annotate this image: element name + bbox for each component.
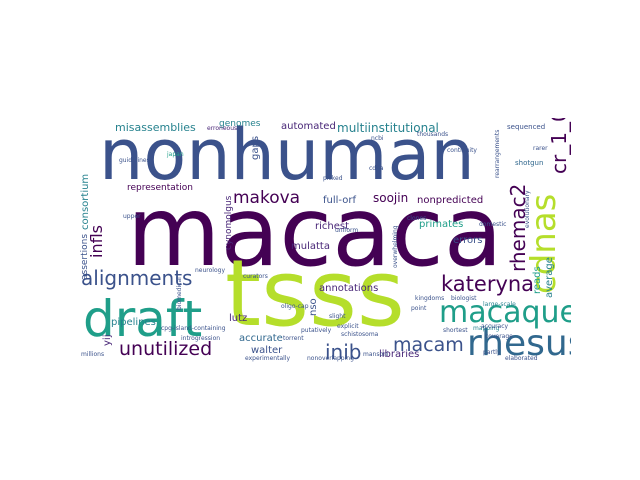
word-kingdoms: kingdoms [415,295,445,302]
word-infls: infls [87,225,106,258]
word-cynomolgus: cynomolgus [224,195,234,250]
word-errors: errors [453,235,483,246]
word-shotgun: shotgun [515,159,544,167]
word-consortium: consortium [80,173,91,230]
word-cpg: cpg-island-containing [161,325,226,332]
word-makova: makova [233,188,301,208]
word-kateryna: kateryna [441,272,535,296]
word-rarer: rarer [533,145,548,152]
word-point: point [411,305,427,312]
word-upper: upper [123,213,141,220]
word-macam: macam [393,334,464,356]
word-japan: japan [167,151,184,158]
word-primates: primates [419,219,464,230]
word-torrent: torrent [283,335,304,342]
word-accurate: accurate [239,333,283,344]
word-macaque: macaque [439,295,571,330]
word-assertions: assertions [80,233,90,280]
word-soojin: soojin [373,191,409,205]
word-biomedical: biomedical [176,277,183,310]
word-elaborated: elaborated [505,355,538,362]
word-nonpredicted: nonpredicted [417,195,484,206]
word-curators: curators [243,273,268,280]
word-mapping: mapping [473,325,500,332]
word-explicit: explicit [337,323,359,330]
word-coverage: coverage [485,333,513,340]
word-representation: representation [127,183,194,193]
word-erroneous: erroneous [207,125,238,132]
word-slight: slight [329,313,346,320]
word-full-orf: full-orf [323,195,356,206]
word-ncbi: ncbi [371,135,384,142]
word-mansoni: mansoni [363,351,389,358]
word-rhesus: rhesus [467,323,571,364]
word-richest: richest [315,221,350,232]
word-neurology: neurology [195,267,225,274]
word-cr10: cr_1_0 [547,118,571,174]
word-mulatta: mulatta [291,241,330,252]
word-reads: reads [532,266,543,294]
word-cdna: cdna [369,165,384,172]
word-macaca: macaca [127,176,503,288]
word-schistosoma: schistosoma [341,331,379,338]
word-sequenced: sequenced [507,123,546,131]
word-gaps: gaps [250,135,261,160]
word-introgression: introgression [181,335,221,342]
word-oligo-cap: oligo-cap [281,303,309,310]
word-draft: draft [83,290,203,348]
word-nonhuman: nonhuman [99,118,475,196]
word-millions: millions [81,351,105,358]
word-accuracy: accuracy [481,323,509,330]
word-rearrangements: rearrangements [494,129,501,178]
word-inib: inib [325,340,362,364]
word-nonoverlapping: nonoverlapping [307,355,354,362]
word-unutilized: unutilized [119,338,213,360]
word-putatively: putatively [301,327,332,334]
word-domestic: domestic [479,221,507,228]
word-automated: automated [281,121,336,132]
word-lutz: lutz [229,313,248,324]
word-uniform: uniform [335,227,359,234]
word-annotations: annotations [319,283,379,294]
word-biologist: biologist [451,295,477,302]
word-partly: partly [483,349,501,356]
word-cloud: nonhuman macaca tsss draft rhesus cdnas … [75,118,571,366]
word-pipelines: pipelines [111,317,156,328]
word-shortest: shortest [443,327,468,334]
word-tsss: tsss [225,240,405,347]
word-nso: nso [308,298,319,316]
word-multiinstitutional: multiinstitutional [337,121,439,135]
word-contiguity: contiguity [447,147,477,154]
word-misassemblies: misassemblies [115,121,196,134]
word-libraries: libraries [379,349,420,360]
word-picked: picked [323,175,343,182]
word-alignments: alignments [81,266,193,290]
word-walter: walter [251,345,283,356]
word-thousands: thousands [417,131,449,138]
word-average: average [544,257,555,298]
word-yij: yij [102,334,113,346]
word-genomes: genomes [219,119,261,129]
word-experimentally: experimentally [245,355,291,362]
word-overwhelming: overwhelming [392,225,399,268]
word-evolutionary: evolutionary [524,190,531,228]
word-guidelines: guidelines [119,157,150,164]
word-clones: clones [407,215,427,222]
word-large-scale: large-scale [483,301,516,308]
